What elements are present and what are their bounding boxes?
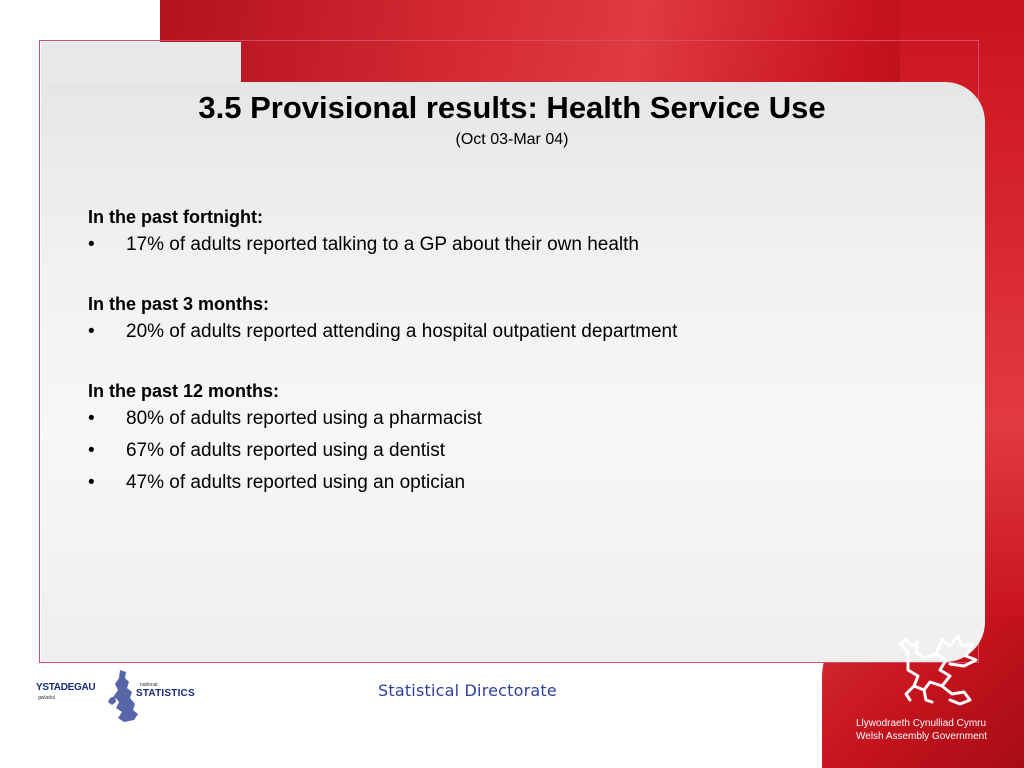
- slide-content: In the past fortnight: • 17% of adults r…: [88, 205, 888, 499]
- bullet-text: 80% of adults reported using a pharmacis…: [126, 408, 482, 429]
- bullet-icon: •: [88, 234, 95, 255]
- bullet-text: 17% of adults reported talking to a GP a…: [126, 234, 639, 255]
- bullet-item: • 17% of adults reported talking to a GP…: [88, 229, 888, 261]
- slide-title: 3.5 Provisional results: Health Service …: [198, 90, 826, 125]
- bullet-item: • 47% of adults reported using an optici…: [88, 467, 888, 499]
- footer-text: Statistical Directorate: [378, 681, 557, 700]
- content-panel: [41, 82, 985, 662]
- logo-welsh-subtext: gwladol: [38, 695, 55, 701]
- wag-english-name: Welsh Assembly Government: [856, 731, 987, 742]
- bullet-text: 67% of adults reported using a dentist: [126, 440, 445, 461]
- bullet-text: 47% of adults reported using an optician: [126, 472, 466, 493]
- wag-welsh-name: Llywodraeth Cynulliad Cymru: [856, 718, 987, 729]
- section-heading: In the past 12 months:: [88, 381, 280, 401]
- national-statistics-logo: YSTADEGAU gwladol national STATISTICS: [36, 668, 206, 724]
- logo-english-text: STATISTICS: [136, 688, 195, 699]
- uk-map-icon: [108, 670, 138, 722]
- section-heading: In the past fortnight:: [88, 207, 263, 227]
- bullet-icon: •: [88, 440, 95, 461]
- bullet-icon: •: [88, 472, 95, 493]
- slide-subtitle: (Oct 03-Mar 04): [455, 131, 569, 148]
- logo-welsh-text: YSTADEGAU: [36, 682, 96, 693]
- logo-english-subtext: national: [140, 682, 158, 688]
- bullet-item: • 20% of adults reported attending a hos…: [88, 316, 888, 348]
- bullet-item: • 80% of adults reported using a pharmac…: [88, 403, 888, 435]
- bullet-item: • 67% of adults reported using a dentist: [88, 435, 888, 467]
- dragon-icon: [898, 634, 978, 706]
- bullet-text: 20% of adults reported attending a hospi…: [126, 321, 678, 342]
- bullet-icon: •: [88, 321, 95, 342]
- section-heading: In the past 3 months:: [88, 294, 270, 314]
- welsh-assembly-logo: Llywodraeth Cynulliad Cymru Welsh Assemb…: [840, 630, 1010, 760]
- bullet-icon: •: [88, 408, 95, 429]
